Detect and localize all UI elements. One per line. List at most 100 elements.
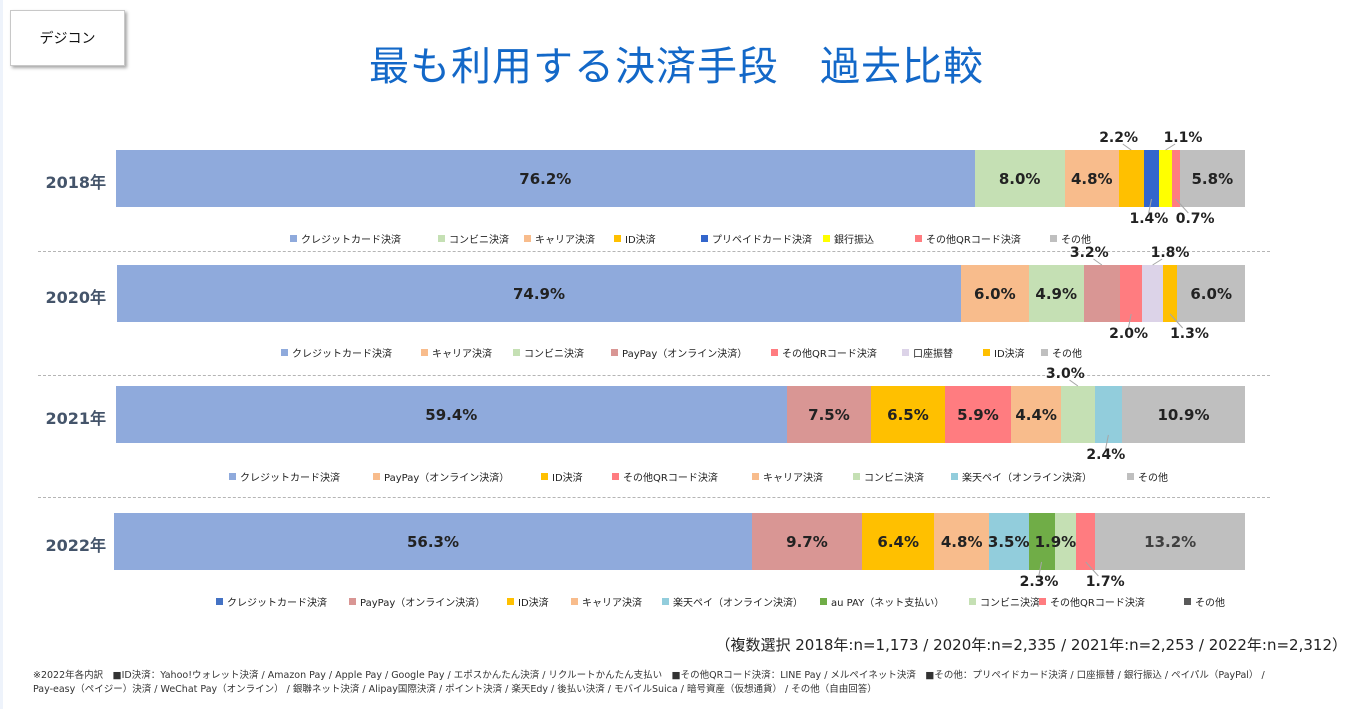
legend-label: PayPay（オンライン決済）: [384, 473, 510, 484]
legend-swatch-icon: [421, 349, 428, 356]
legend-label: コンビニ決済: [864, 473, 924, 484]
bar-segment: 4.4%: [1011, 386, 1061, 443]
bar-segment: [1118, 150, 1144, 207]
legend-swatch-icon: [1127, 473, 1134, 480]
legend-item: その他: [1184, 594, 1225, 609]
bar-segment: 8.0%: [974, 150, 1065, 207]
legend-swatch-icon: [951, 473, 958, 480]
data-label: 74.9%: [512, 284, 566, 303]
row-label: 2021年: [45, 408, 106, 428]
sample-size-note: （複数選択 2018年:n=1,173 / 2020年:n=2,335 / 20…: [715, 636, 1347, 654]
legend-label: キャリア決済: [582, 598, 642, 609]
legend-label: キャリア決済: [535, 235, 595, 246]
legend-swatch-icon: [1039, 598, 1046, 605]
data-label: 4.8%: [940, 532, 983, 551]
bar-segment: 6.0%: [1177, 265, 1245, 322]
row-divider: [38, 497, 1270, 498]
data-label: 9.7%: [786, 532, 828, 551]
data-label: 4.8%: [1070, 169, 1113, 188]
bar-segment: 74.9%: [117, 265, 962, 322]
legend-label: その他: [1052, 349, 1082, 360]
legend-item: その他: [1050, 231, 1091, 246]
legend-label: 楽天ペイ（オンライン決済）: [962, 473, 1092, 484]
data-label-callout: 3.2%: [1069, 245, 1109, 261]
bar-segment: [1028, 513, 1055, 570]
legend-item: キャリア決済: [524, 231, 595, 246]
legend-label: クレジットカード決済: [292, 349, 392, 360]
bar-2021年: 59.4% 7.5% 6.5% 5.9% 4.4% 10.9%: [116, 386, 1245, 443]
brand-label: デジコン: [10, 10, 125, 66]
legend-item: キャリア決済: [752, 469, 823, 484]
data-label-callout: 1.8%: [1150, 245, 1190, 261]
legend-item: ID決済: [541, 469, 583, 484]
bar-segment: [1083, 265, 1120, 322]
legend-swatch-icon: [571, 598, 578, 605]
bar-segment: 9.7%: [752, 513, 862, 570]
data-label-callout: 3.0%: [1045, 366, 1085, 382]
bar-segment: [1171, 150, 1180, 207]
legend-label: コンビニ決済: [524, 349, 584, 360]
legend-item: その他QRコード決済: [612, 469, 718, 484]
bar-segment: 6.0%: [961, 265, 1029, 322]
legend-swatch-icon: [1050, 235, 1057, 242]
legend-label: 楽天ペイ（オンライン決済）: [673, 598, 803, 609]
data-label-callout: 2.0%: [1109, 326, 1148, 342]
bar-segment: [1094, 386, 1122, 443]
legend-item: その他QRコード決済: [915, 231, 1021, 246]
data-label: 56.3%: [406, 532, 460, 551]
bar-segment: 10.9%: [1121, 386, 1245, 443]
bar-segment: [1119, 265, 1143, 322]
bar-segment: 4.8%: [1064, 150, 1119, 207]
legend-item: コンビニ決済: [438, 231, 509, 246]
bar-segment: [1060, 386, 1095, 443]
legend-label: 口座振替: [913, 349, 953, 360]
bar-segment: [1142, 265, 1163, 322]
legend-item: キャリア決済: [571, 594, 642, 609]
legend-label: その他: [1138, 473, 1168, 484]
legend-swatch-icon: [438, 235, 445, 242]
legend-item: プリペイドカード決済: [701, 231, 812, 246]
data-label: 6.5%: [887, 405, 929, 424]
legend-label: その他QRコード決済: [1050, 598, 1145, 609]
legend-item: PayPay（オンライン決済）: [611, 345, 747, 360]
bar-segment: 6.4%: [861, 513, 935, 570]
data-label: 76.2%: [519, 169, 572, 188]
data-label: 3.5%: [987, 532, 1030, 551]
data-label: 6.4%: [877, 532, 920, 551]
data-label-callout: 2.2%: [1099, 130, 1139, 146]
legend-swatch-icon: [229, 473, 236, 480]
legend-label: PayPay（オンライン決済）: [622, 349, 748, 360]
bar-segment: [1159, 150, 1172, 207]
bar-segment: 5.9%: [944, 386, 1012, 443]
legend-label: クレジットカード決済: [301, 235, 401, 246]
legend-label: ID決済: [994, 349, 1025, 360]
legend-swatch-icon: [507, 598, 514, 605]
bar-segment: 4.9%: [1028, 265, 1084, 322]
left-edge-strip: [0, 0, 3, 709]
legend-swatch-icon: [752, 473, 759, 480]
bar-segment: 13.2%: [1095, 513, 1245, 570]
legend-swatch-icon: [983, 349, 990, 356]
legend-swatch-icon: [513, 349, 520, 356]
legend-item: コンビニ決済: [853, 469, 924, 484]
legend-swatch-icon: [915, 235, 922, 242]
legend-swatch-icon: [612, 473, 619, 480]
legend-label: キャリア決済: [763, 473, 823, 484]
data-label-callout: 1.7%: [1085, 574, 1125, 590]
legend-label: キャリア決済: [432, 349, 492, 360]
legend-item: キャリア決済: [421, 345, 492, 360]
legend-swatch-icon: [614, 235, 621, 242]
legend-label: その他QRコード決済: [782, 349, 877, 360]
row-divider: [38, 375, 1270, 376]
bar-segment: 7.5%: [786, 386, 872, 443]
legend-item: クレジットカード決済: [229, 469, 340, 484]
legend-swatch-icon: [1041, 349, 1048, 356]
bar-segment: [1076, 513, 1096, 570]
legend-label: ID決済: [625, 235, 656, 246]
legend-item: 口座振替: [902, 345, 953, 360]
row-label: 2022年: [45, 535, 106, 555]
legend-label: その他: [1195, 598, 1225, 609]
legend-label: その他QRコード決済: [623, 473, 718, 484]
bar-2020年: 74.9% 6.0% 4.9% 6.0%: [117, 265, 1245, 322]
data-label: 7.5%: [808, 405, 850, 424]
